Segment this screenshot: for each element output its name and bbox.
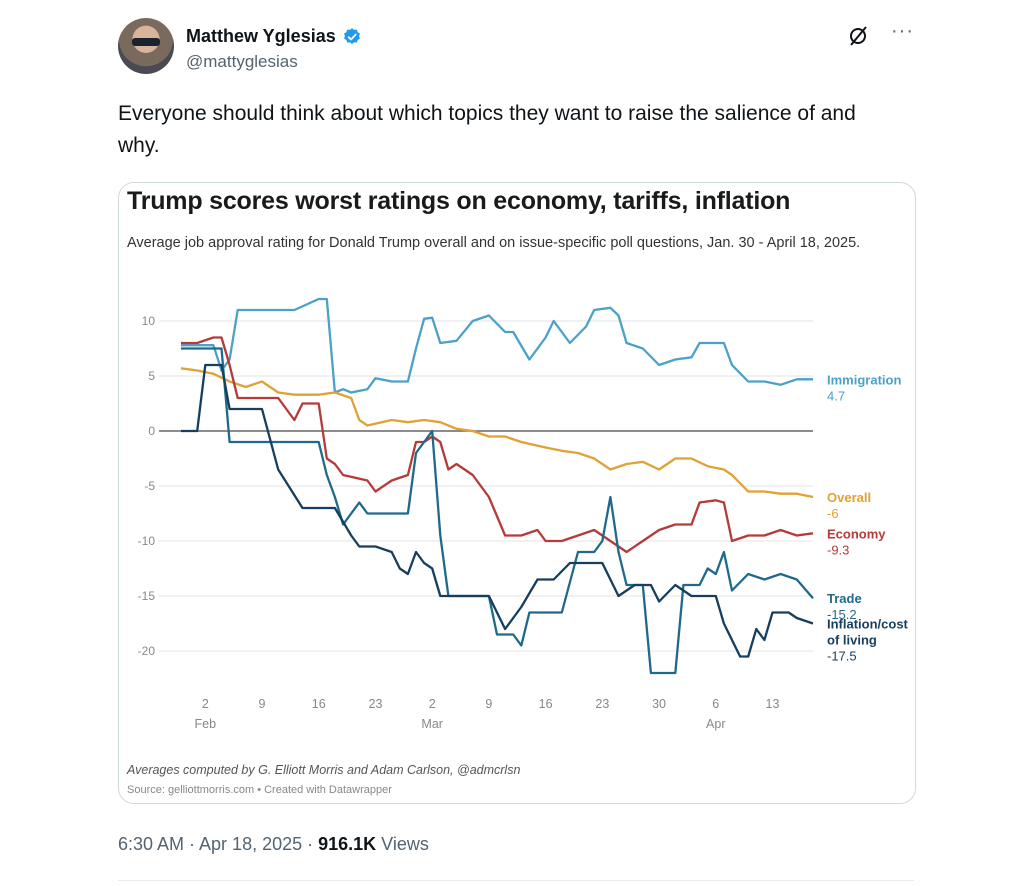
divider xyxy=(118,880,914,881)
chart-source: Source: gelliottmorris.com • Created wit… xyxy=(127,784,392,796)
y-tick-label: 5 xyxy=(148,369,155,383)
author-handle[interactable]: @mattyglesias xyxy=(186,52,298,71)
tweet-timestamp[interactable]: 6:30 AM · Apr 18, 2025 · xyxy=(118,834,319,854)
avatar-sunglasses xyxy=(132,38,160,46)
series-value-immigration: 4.7 xyxy=(827,388,845,403)
author-row: Matthew Yglesias xyxy=(186,26,362,47)
x-month-label: Mar xyxy=(421,717,443,731)
tweet-header: Matthew Yglesias @mattyglesias ··· xyxy=(118,18,918,78)
series-label-inflation-cost-of-living: of living xyxy=(827,633,877,648)
x-tick-label: 16 xyxy=(539,697,553,711)
x-tick-label: 30 xyxy=(652,697,666,711)
y-tick-label: -15 xyxy=(138,589,156,603)
series-value-inflation-cost-of-living: -17.5 xyxy=(827,649,857,664)
series-label-inflation-cost-of-living: Inflation/cost xyxy=(827,617,909,632)
x-tick-label: 2 xyxy=(429,697,436,711)
verified-badge-icon xyxy=(343,27,360,44)
y-tick-label: -5 xyxy=(144,479,155,493)
chart-card[interactable]: Trump scores worst ratings on economy, t… xyxy=(118,182,916,804)
x-tick-label: 23 xyxy=(595,697,609,711)
series-value-trade: -15.2 xyxy=(827,607,857,622)
series-label-economy: Economy xyxy=(827,526,886,541)
x-month-label: Feb xyxy=(195,717,217,731)
y-tick-label: -20 xyxy=(138,644,156,658)
series-label-overall: Overall xyxy=(827,490,871,505)
chart-subtitle: Average job approval rating for Donald T… xyxy=(127,235,861,251)
series-line-overall xyxy=(180,367,814,499)
series-value-overall: -6 xyxy=(827,506,839,521)
series-line-inflation-cost-of-living xyxy=(181,363,814,658)
series-label-trade: Trade xyxy=(827,591,862,606)
views-label: Views xyxy=(376,834,429,854)
x-tick-label: 2 xyxy=(202,697,209,711)
x-tick-label: 9 xyxy=(259,697,266,711)
tweet-meta: 6:30 AM · Apr 18, 2025 · 916.1K Views xyxy=(118,834,429,855)
series-label-immigration: Immigration xyxy=(827,372,901,387)
grok-icon[interactable] xyxy=(846,24,870,48)
y-tick-label: 0 xyxy=(148,424,155,438)
series-line-economy xyxy=(181,336,814,554)
x-tick-label: 16 xyxy=(312,697,326,711)
series-line-immigration xyxy=(181,297,813,394)
line-chart: 10 5 0 -5 -10 -15 -20 2 Feb 9 16 23 2 Mar 9 16 23 30 6 Apr 1… xyxy=(138,297,909,731)
x-tick-label: 13 xyxy=(766,697,780,711)
more-dots-icon[interactable]: ··· xyxy=(891,20,914,42)
chart-title: Trump scores worst ratings on economy, t… xyxy=(127,187,791,215)
y-tick-label: 10 xyxy=(142,314,156,328)
chart-credit: Averages computed by G. Elliott Morris a… xyxy=(127,763,521,777)
series-line-trade xyxy=(181,347,814,675)
x-month-label: Apr xyxy=(706,717,725,731)
y-tick-label: -10 xyxy=(138,534,156,548)
x-tick-label: 9 xyxy=(485,697,492,711)
views-count: 916.1K xyxy=(318,834,377,854)
author-name[interactable]: Matthew Yglesias xyxy=(186,26,336,46)
avatar[interactable] xyxy=(118,18,174,74)
x-tick-label: 23 xyxy=(369,697,383,711)
x-tick-label: 6 xyxy=(712,697,719,711)
tweet-text: Everyone should think about which topics… xyxy=(118,102,856,157)
series-value-economy: -9.3 xyxy=(827,542,849,557)
